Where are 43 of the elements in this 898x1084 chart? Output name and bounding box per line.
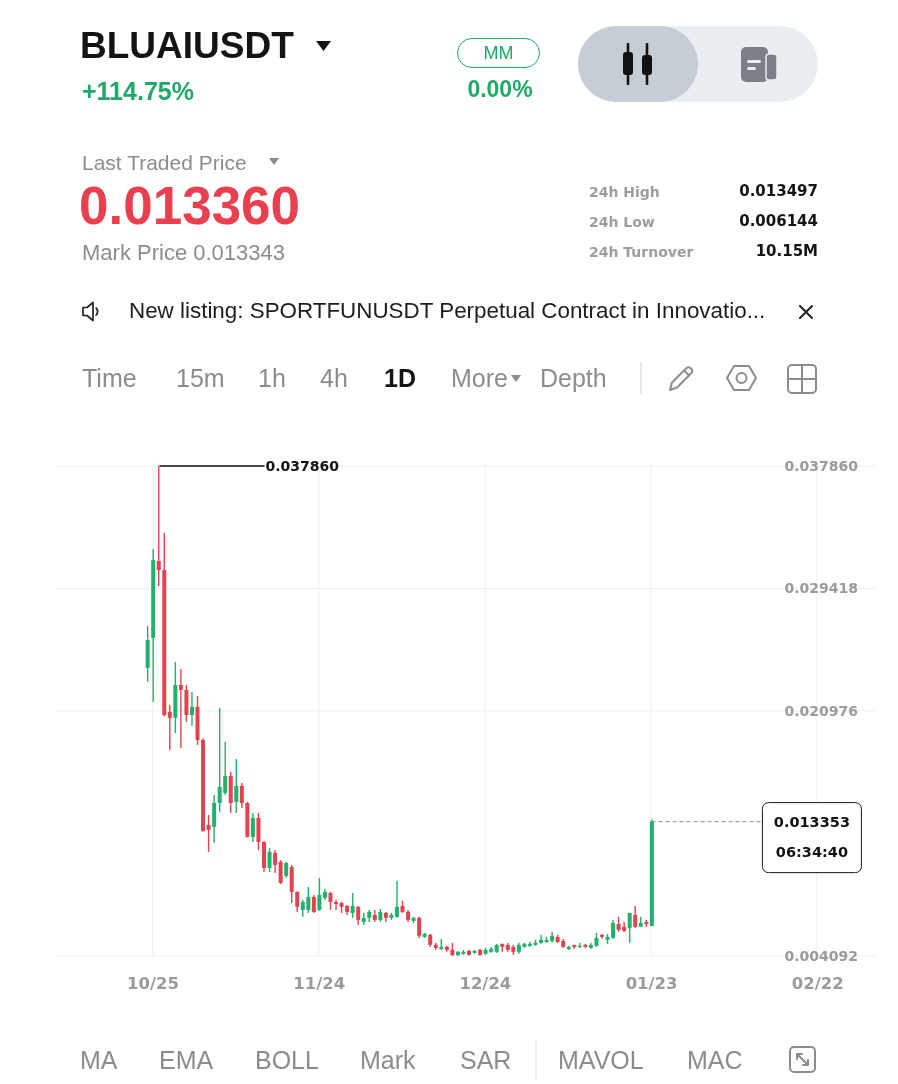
text: Mark Price 0.013343 [82,240,285,266]
x-tick-label: 01/23 [625,973,678,993]
text: Time [82,363,137,393]
text: MM [483,42,514,64]
text: 0.013360 [79,175,301,237]
text: 0.00% [467,75,533,103]
text: 1h [258,363,286,393]
annotation: 0.037860 [265,458,340,474]
x-tick-label: 10/25 [126,973,179,993]
text: 24h Low [589,213,655,231]
text: Mark [360,1045,416,1075]
text: SAR [460,1045,512,1075]
text: 1D [384,363,416,393]
text: 4h [320,363,348,393]
text: MAVOL [558,1045,644,1075]
text: MA [80,1045,118,1075]
x-tick-label: 11/24 [293,973,346,993]
text: 24h Turnover [589,243,694,261]
x-tick-label: 02/22 [791,973,844,993]
text: EMA [159,1045,214,1075]
text: 0.013497 [739,182,818,201]
text: 15m [176,363,225,393]
candlestick [539,934,544,944]
text: 24h High [589,183,660,201]
y-tick-label: 0.029418 [784,580,858,597]
x-tick-label: 12/24 [459,973,512,993]
annotation: 06:34:40 [775,843,848,860]
y-tick-label: 0.037860 [784,457,859,474]
ref-line-label: 0.013353 [773,813,850,830]
text: Last Traded Price [82,150,247,176]
y-tick-label: 0.020976 [784,702,858,719]
candlestick [394,880,399,918]
text: 10.15M [755,242,818,261]
text: More [451,363,508,393]
chart-title: BLUAIUSDT [80,24,294,68]
y-tick-label: 0.004092 [784,947,858,964]
text: Depth [540,363,607,393]
text: MAC [687,1045,743,1075]
text: BOLL [255,1045,319,1075]
chart-subtitle: +114.75% [82,76,194,106]
candlestick [334,899,339,910]
text: New listing: SPORTFUNUSDT Perpetual Contract in Innovatio... [129,298,766,324]
text: 0.006144 [739,212,818,231]
